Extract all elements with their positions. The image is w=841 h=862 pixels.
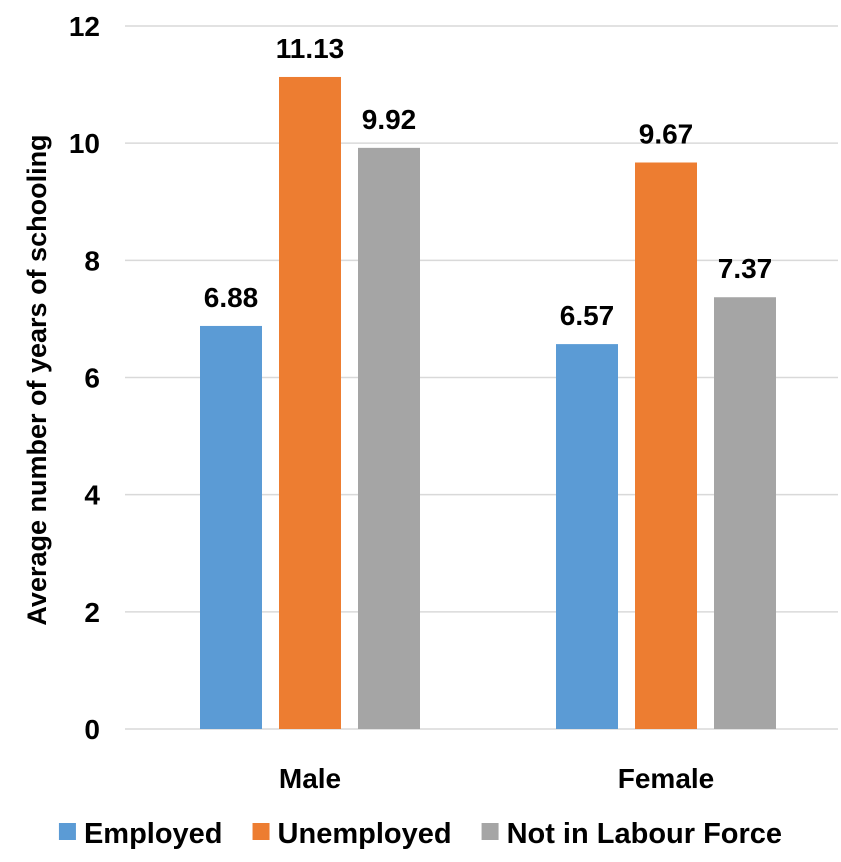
y-tick-label: 8	[84, 245, 100, 276]
y-tick-label: 4	[84, 480, 100, 511]
data-label: 6.57	[560, 300, 615, 331]
legend-swatch	[252, 823, 270, 840]
data-labels: 6.88 11.13 9.92 6.57 9.67 7.37	[204, 33, 773, 331]
bar-female-unemployed	[635, 162, 697, 730]
data-label: 9.67	[639, 118, 694, 149]
bar-male-unemployed	[279, 76, 341, 729]
bars	[200, 76, 776, 730]
legend: Employed Unemployed Not in Labour Force	[58, 818, 783, 850]
legend-swatch	[58, 823, 76, 840]
y-axis-title: Average number of years of schooling	[22, 134, 52, 625]
y-tick-label: 10	[69, 128, 100, 159]
legend-swatch	[481, 823, 499, 840]
data-label: 6.88	[204, 282, 259, 313]
y-tick-label: 12	[69, 11, 100, 42]
y-tick-label: 6	[84, 363, 100, 394]
y-tick-label: 0	[84, 714, 100, 745]
x-tick-label-male: Male	[279, 763, 341, 794]
bar-female-not-in-labour-force	[714, 297, 776, 729]
data-label: 11.13	[276, 33, 345, 64]
bar-male-employed	[200, 325, 262, 729]
x-axis-ticks: Male Female	[279, 763, 714, 794]
x-tick-label-female: Female	[618, 763, 715, 794]
bar-male-not-in-labour-force	[358, 147, 420, 729]
legend-label: Not in Labour Force	[507, 818, 783, 850]
bar-female-employed	[556, 344, 618, 729]
legend-label: Unemployed	[278, 818, 452, 850]
y-axis-ticks: 0 2 4 6 8 10 12	[69, 11, 101, 745]
data-label: 9.92	[362, 104, 417, 135]
data-label: 7.37	[718, 253, 773, 284]
legend-label: Employed	[84, 818, 223, 850]
y-tick-label: 2	[84, 597, 100, 628]
